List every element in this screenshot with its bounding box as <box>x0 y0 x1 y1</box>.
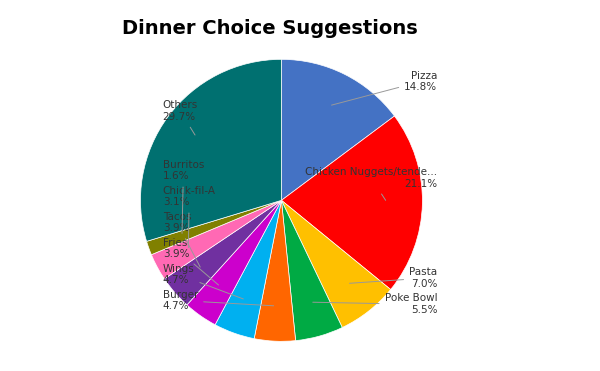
Text: Tacos
3.9%: Tacos 3.9% <box>163 212 200 267</box>
Text: Burritos
1.6%: Burritos 1.6% <box>163 160 204 233</box>
Text: Others
29.7%: Others 29.7% <box>163 101 198 135</box>
Text: Wings
4.7%: Wings 4.7% <box>163 264 244 299</box>
Wedge shape <box>164 200 281 305</box>
Text: Chick-fil-A
3.1%: Chick-fil-A 3.1% <box>163 186 216 247</box>
Text: Pasta
7.0%: Pasta 7.0% <box>350 267 437 289</box>
Wedge shape <box>281 200 391 328</box>
Wedge shape <box>281 200 342 341</box>
Wedge shape <box>281 59 394 200</box>
Wedge shape <box>215 200 281 339</box>
Text: Dinner Choice Suggestions: Dinner Choice Suggestions <box>122 19 418 37</box>
Text: Fries
3.9%: Fries 3.9% <box>163 238 218 285</box>
Text: Burger
4.7%: Burger 4.7% <box>163 290 274 311</box>
Wedge shape <box>140 59 281 242</box>
Wedge shape <box>187 200 281 325</box>
Wedge shape <box>151 200 281 279</box>
Text: Pizza
14.8%: Pizza 14.8% <box>332 71 437 105</box>
Wedge shape <box>146 200 281 255</box>
Text: Chicken Nuggets/tende...
21.1%: Chicken Nuggets/tende... 21.1% <box>305 167 437 200</box>
Text: Poke Bowl
5.5%: Poke Bowl 5.5% <box>313 293 437 315</box>
Wedge shape <box>281 116 422 289</box>
Wedge shape <box>254 200 296 341</box>
